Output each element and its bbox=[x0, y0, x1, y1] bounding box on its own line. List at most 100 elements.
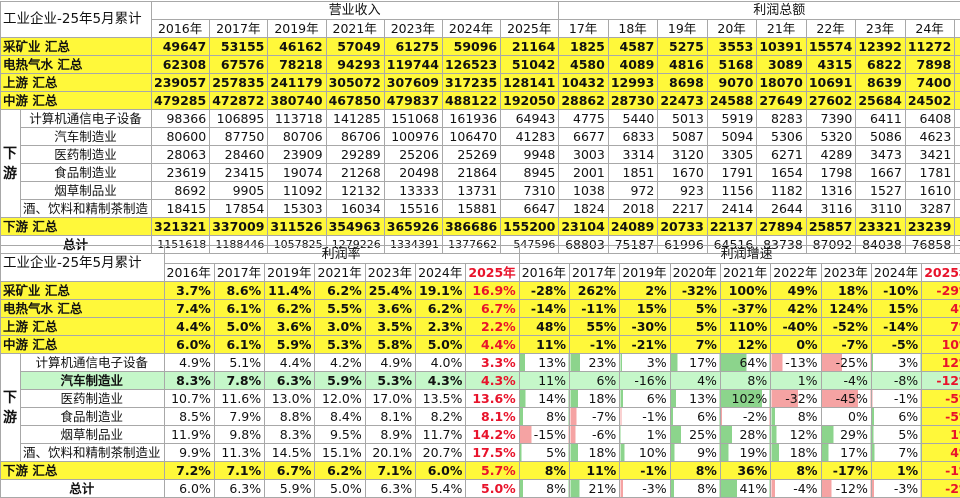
growth-cell: -5% bbox=[870, 335, 923, 354]
growth-cell: 15% bbox=[870, 299, 923, 318]
growth-cell: -2% bbox=[719, 407, 772, 426]
profit-cell: 2876 bbox=[954, 73, 960, 92]
margin-cell: 14.2% bbox=[465, 425, 520, 444]
revenue-cell: 8945 bbox=[500, 163, 560, 182]
growth-cell: 124% bbox=[820, 299, 872, 318]
growth-cell: 49% bbox=[770, 281, 822, 300]
margin-cell: 6.1% bbox=[213, 335, 266, 354]
profit-cell: 3473 bbox=[855, 145, 906, 164]
revenue-year-header: 2019年 bbox=[267, 19, 327, 38]
growth-cell: -6% bbox=[568, 425, 621, 444]
margin-cell: 7.4% bbox=[163, 299, 215, 318]
margin-cell: 5.3% bbox=[364, 371, 417, 390]
growth-cell: 18% bbox=[568, 389, 621, 408]
profit-cell: 3120 bbox=[657, 145, 708, 164]
growth-cell: 5% bbox=[669, 299, 721, 318]
row-label: 医药制造业 bbox=[20, 389, 165, 408]
profit-cell: 2162 bbox=[954, 109, 960, 128]
growth-cell: -1% bbox=[619, 461, 671, 480]
profit-cell: 5919 bbox=[706, 109, 758, 128]
margin-cell: 8.3% bbox=[264, 425, 316, 444]
revenue-cell: 380740 bbox=[267, 91, 327, 110]
revenue-cell: 155200 bbox=[500, 217, 560, 236]
margin-cell: 7.9% bbox=[213, 407, 266, 426]
revenue-cell: 317235 bbox=[441, 73, 502, 92]
profit-cell: 4580 bbox=[558, 55, 609, 74]
revenue-cell: 46162 bbox=[267, 37, 327, 56]
margin-cell: 11.9% bbox=[163, 425, 215, 444]
revenue-cell: 7310 bbox=[500, 181, 560, 200]
growth-cell: 2% bbox=[619, 281, 671, 300]
margin-cell: 6.7% bbox=[264, 461, 316, 480]
profit-cell: 3314 bbox=[607, 145, 659, 164]
growth-cell: 1% bbox=[921, 425, 960, 444]
profit-cell: 27894 bbox=[756, 217, 807, 236]
margin-cell: 3.3% bbox=[465, 353, 520, 372]
revenue-year-header: 2023年 bbox=[383, 19, 443, 38]
profit-cell: 5086 bbox=[855, 127, 906, 146]
row-label: 食品制造业 bbox=[19, 163, 153, 182]
growth-cell: -12% bbox=[820, 479, 872, 498]
growth-cell: 7% bbox=[921, 317, 960, 336]
growth-cell: 14% bbox=[518, 389, 571, 408]
margin-cell: 8.1% bbox=[465, 407, 520, 426]
margin-cell: 17.0% bbox=[364, 389, 417, 408]
growth-cell: 21% bbox=[568, 479, 621, 498]
growth-year-header: 2019年 bbox=[619, 263, 671, 282]
growth-cell: 7% bbox=[870, 443, 923, 462]
profit-cell: 1667 bbox=[855, 163, 906, 182]
revenue-cell: 28460 bbox=[209, 145, 269, 164]
margin-cell: 5.3% bbox=[314, 335, 366, 354]
profit-cell: 1791 bbox=[706, 163, 758, 182]
profit-cell: 9070 bbox=[706, 73, 758, 92]
revenue-cell: 61275 bbox=[383, 37, 443, 56]
profit-cell: 11272 bbox=[904, 37, 956, 56]
row-label: 汽车制造业 bbox=[19, 127, 153, 146]
growth-year-header: 2021年 bbox=[719, 263, 772, 282]
profit-cell: 3580 bbox=[954, 37, 960, 56]
row-label: 计算机通信电子设备 bbox=[20, 353, 165, 372]
revenue-cell: 67576 bbox=[209, 55, 269, 74]
margin-cell: 11.4% bbox=[264, 281, 316, 300]
margin-cell: 3.5% bbox=[364, 317, 417, 336]
growth-cell: 41% bbox=[719, 479, 772, 498]
margin-cell: 6.1% bbox=[213, 299, 266, 318]
margin-cell: 8.1% bbox=[364, 407, 417, 426]
profit-cell: 724 bbox=[954, 163, 960, 182]
profit-cell: 2644 bbox=[756, 199, 807, 218]
revenue-cell: 472872 bbox=[209, 91, 269, 110]
revenue-cell: 41283 bbox=[500, 127, 560, 146]
growth-year-header: 2025年 bbox=[921, 263, 960, 282]
margin-cell: 8.6% bbox=[213, 281, 266, 300]
margin-cell: 4.3% bbox=[415, 371, 467, 390]
growth-cell: 13% bbox=[669, 389, 721, 408]
row-label: 医药制造业 bbox=[19, 145, 153, 164]
profit-cell: 12993 bbox=[607, 73, 659, 92]
growth-cell: -40% bbox=[770, 317, 822, 336]
profit-cell: 24089 bbox=[607, 217, 659, 236]
profit-cell: 1353 bbox=[954, 145, 960, 164]
row-label: 食品制造业 bbox=[20, 407, 165, 426]
profit-cell: 27649 bbox=[756, 91, 807, 110]
margin-cell: 13.6% bbox=[465, 389, 520, 408]
margin-cell: 9.8% bbox=[213, 425, 266, 444]
growth-cell: 18% bbox=[568, 443, 621, 462]
growth-cell: -29% bbox=[921, 281, 960, 300]
revenue-cell: 239057 bbox=[151, 73, 211, 92]
growth-cell: 25% bbox=[669, 425, 721, 444]
revenue-cell: 23415 bbox=[209, 163, 269, 182]
revenue-cell: 354963 bbox=[325, 217, 385, 236]
margin-cell: 7.2% bbox=[163, 461, 215, 480]
growth-cell: -28% bbox=[518, 281, 571, 300]
revenue-cell: 241179 bbox=[267, 73, 327, 92]
growth-cell: 100% bbox=[719, 281, 772, 300]
growth-cell: 10% bbox=[921, 335, 960, 354]
margin-cell: 8.4% bbox=[314, 407, 366, 426]
revenue-cell: 119744 bbox=[383, 55, 443, 74]
revenue-cell: 161936 bbox=[441, 109, 502, 128]
growth-cell: 8% bbox=[518, 461, 571, 480]
profit-year-header: 25年 bbox=[954, 19, 960, 38]
margin-year-header: 2021年 bbox=[314, 263, 366, 282]
profit-cell: 8698 bbox=[657, 73, 708, 92]
growth-cell: 5% bbox=[518, 443, 571, 462]
